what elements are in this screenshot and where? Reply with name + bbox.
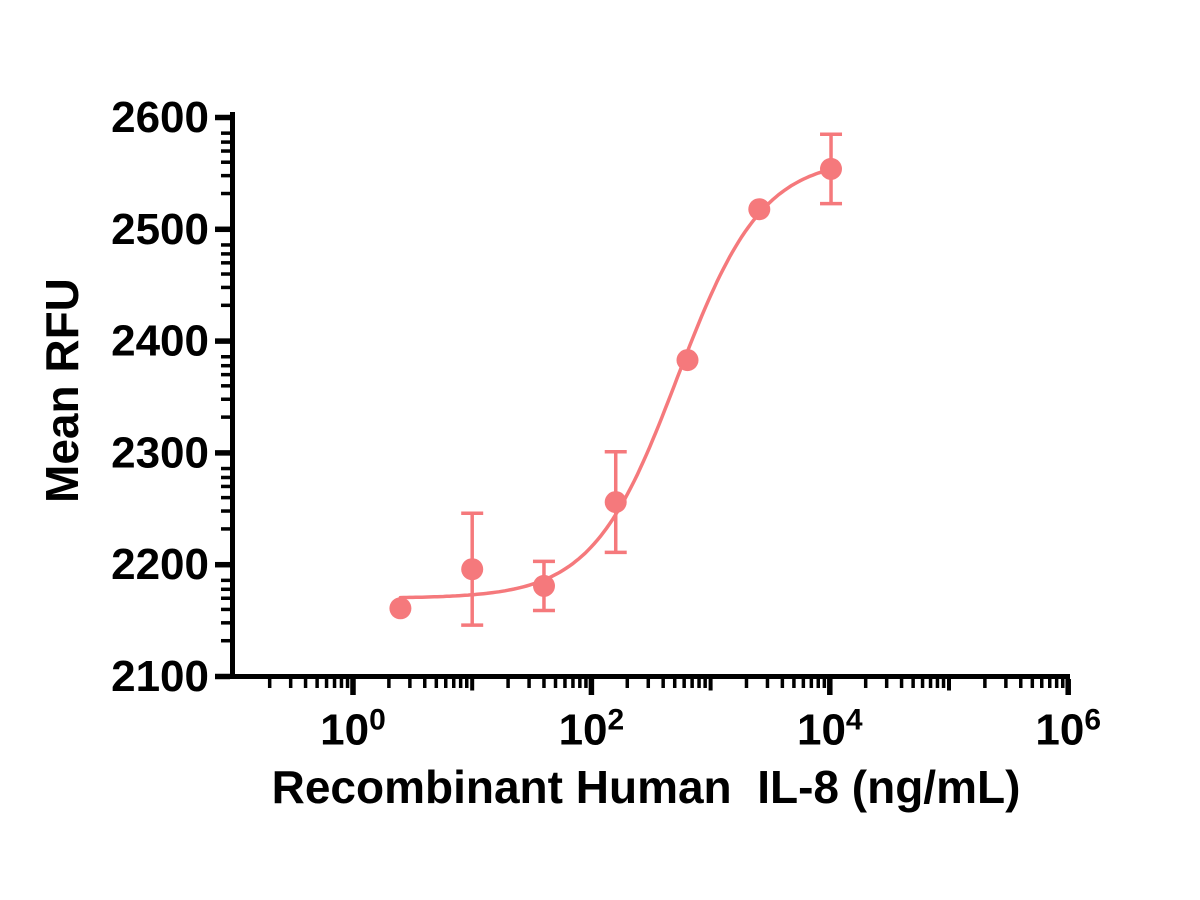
data-point-marker <box>604 491 627 514</box>
y-tick-label: 2500 <box>111 205 209 254</box>
y-tick-label: 2400 <box>111 317 209 366</box>
y-tick-label: 2200 <box>111 540 209 589</box>
x-tick-label: 106 <box>1035 704 1101 755</box>
y-axis-title: Mean RFU <box>36 278 88 504</box>
data-point-marker <box>461 558 484 581</box>
data-point-marker <box>748 198 771 221</box>
data-point-marker <box>389 597 412 620</box>
data-point-marker <box>533 574 555 597</box>
y-tick-label: 2600 <box>111 93 209 142</box>
x-tick-label: 102 <box>559 704 625 755</box>
data-point-marker <box>820 157 842 180</box>
data-point-marker <box>676 349 699 372</box>
x-axis-title: Recombinant Human IL-8 (ng/mL) <box>271 761 1021 813</box>
x-tick-label: 104 <box>797 704 863 755</box>
y-tick-label: 2100 <box>111 652 209 701</box>
y-tick-label: 2300 <box>111 428 209 477</box>
x-tick-label: 100 <box>320 704 386 755</box>
